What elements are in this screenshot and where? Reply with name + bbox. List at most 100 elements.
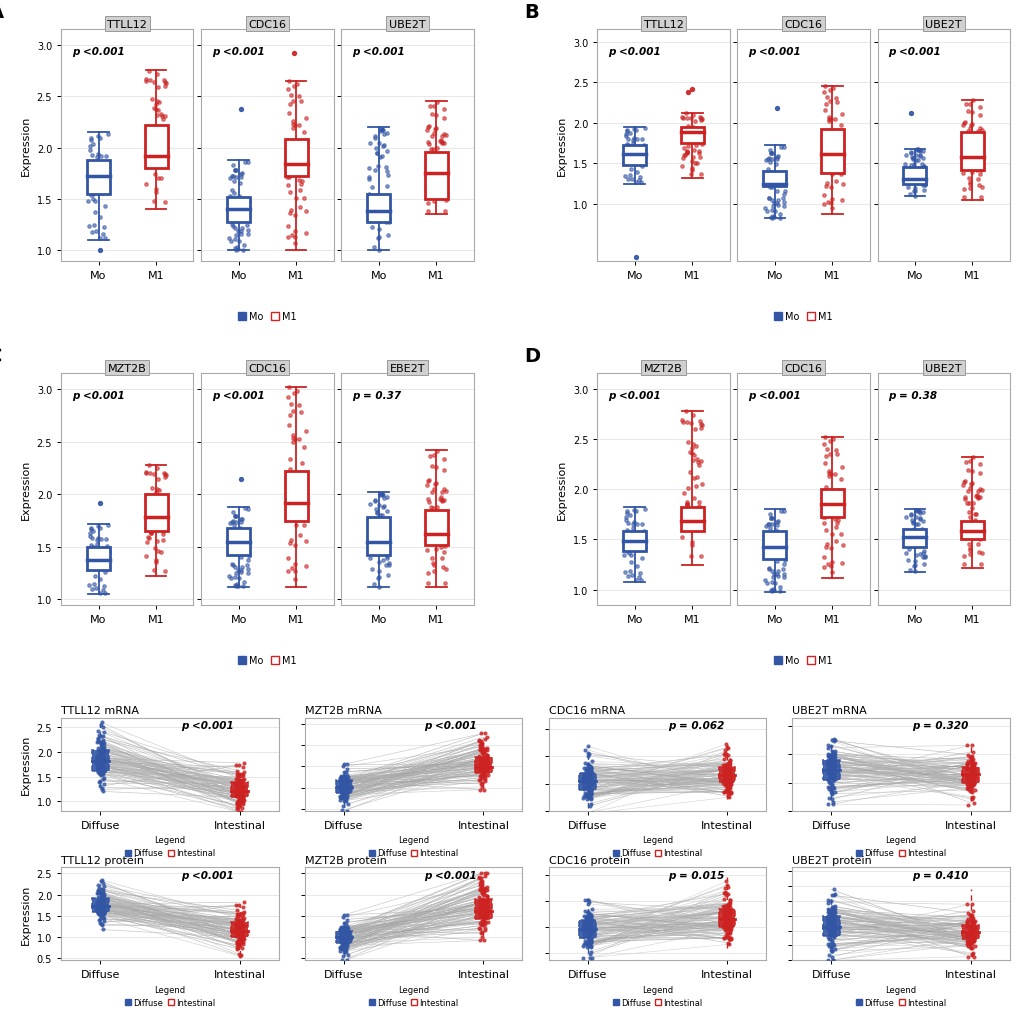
Text: p = 0.38: p = 0.38 — [888, 390, 936, 400]
Point — [332, 922, 348, 938]
Point — [575, 919, 591, 935]
Point — [96, 904, 112, 920]
Point — [580, 909, 596, 925]
Point — [721, 919, 738, 935]
Point — [618, 146, 634, 162]
Point — [229, 933, 246, 949]
Point — [231, 935, 248, 951]
Point — [95, 754, 111, 770]
Point — [332, 772, 348, 789]
Point — [717, 775, 734, 792]
Point — [815, 507, 832, 523]
Point — [817, 178, 834, 194]
Point — [964, 928, 980, 944]
Point — [155, 465, 171, 481]
Legend: Diffuse, Intestinal: Diffuse, Intestinal — [608, 982, 705, 1010]
Point — [95, 894, 111, 910]
Point — [721, 776, 738, 793]
Point — [229, 925, 246, 941]
Point — [235, 764, 252, 780]
Point — [433, 539, 449, 555]
Point — [909, 153, 925, 169]
Point — [97, 532, 113, 548]
Point — [150, 143, 166, 159]
Point — [575, 770, 591, 787]
Point — [960, 495, 976, 512]
Point — [478, 762, 494, 778]
Point — [822, 899, 839, 915]
Point — [94, 547, 110, 563]
Point — [475, 910, 491, 926]
Point — [479, 889, 495, 905]
Point — [433, 174, 449, 190]
Point — [719, 756, 736, 772]
Point — [227, 776, 244, 793]
Point — [230, 897, 247, 913]
Point — [720, 777, 737, 794]
Point — [761, 548, 777, 564]
Point — [89, 749, 105, 765]
Point — [298, 203, 314, 219]
Point — [582, 920, 598, 936]
Point — [90, 764, 106, 780]
Point — [278, 492, 294, 509]
Point — [678, 494, 694, 511]
Point — [366, 163, 382, 179]
Point — [825, 887, 842, 903]
Point — [335, 788, 352, 804]
Point — [338, 952, 355, 969]
Point — [428, 95, 444, 111]
Point — [719, 740, 736, 756]
Point — [292, 177, 309, 193]
Point — [228, 565, 245, 581]
Point — [333, 934, 350, 950]
Point — [622, 525, 638, 541]
Point — [904, 515, 920, 531]
Point — [718, 774, 735, 791]
Point — [961, 772, 977, 789]
Point — [477, 902, 493, 918]
Point — [90, 878, 106, 894]
Point — [914, 174, 930, 190]
Point — [961, 923, 977, 939]
Point — [581, 906, 597, 922]
Point — [818, 537, 835, 553]
Point — [581, 778, 597, 795]
Point — [964, 767, 980, 784]
Point — [284, 120, 301, 136]
Point — [155, 73, 171, 89]
Point — [582, 765, 598, 782]
Point — [960, 926, 976, 942]
Point — [473, 872, 489, 889]
Point — [583, 944, 599, 960]
Point — [682, 167, 698, 183]
Point — [715, 930, 732, 946]
Point — [335, 798, 352, 814]
Point — [93, 900, 109, 916]
Point — [89, 898, 105, 914]
Point — [820, 911, 837, 927]
Legend: Mo, M1: Mo, M1 — [234, 307, 300, 326]
Point — [140, 137, 156, 154]
FancyBboxPatch shape — [579, 772, 595, 791]
Point — [234, 789, 251, 805]
Point — [576, 908, 592, 924]
Point — [825, 743, 842, 759]
Point — [720, 902, 737, 918]
Point — [628, 533, 644, 549]
Point — [575, 768, 591, 785]
Legend: Diffuse, Intestinal: Diffuse, Intestinal — [365, 982, 462, 1010]
Point — [425, 500, 441, 517]
Point — [475, 886, 491, 902]
Point — [828, 447, 845, 463]
Point — [963, 916, 979, 932]
Point — [419, 477, 435, 493]
Point — [86, 177, 102, 193]
Point — [766, 168, 783, 184]
Point — [620, 524, 636, 540]
Point — [472, 876, 488, 892]
Point — [334, 758, 351, 774]
Point — [820, 94, 837, 110]
Point — [820, 755, 837, 771]
Point — [960, 171, 976, 187]
